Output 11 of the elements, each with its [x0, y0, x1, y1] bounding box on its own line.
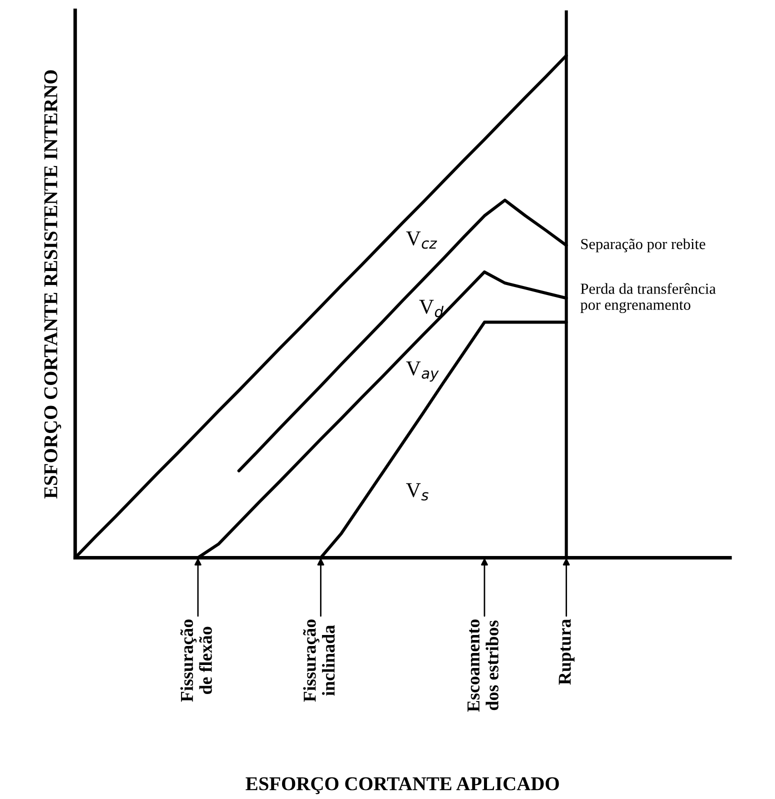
y-axis-title: ESFORÇO CORTANTE RESISTENTE INTERNO — [44, 70, 62, 498]
annotation: Separação por rebite — [581, 238, 706, 252]
x-tick-label: Fissuração de flexão — [180, 620, 212, 702]
x-axis-title: ESFORÇO CORTANTE APLICADO — [246, 777, 559, 794]
annotation: V$_{cz}$ — [406, 232, 438, 249]
annotation: Perda da transferência por engrenamento — [580, 283, 716, 314]
x-tick-label: Ruptura — [558, 619, 575, 685]
annotation: V$_{s}$ — [406, 483, 428, 501]
x-tick-label: Escoamento dos estribos — [468, 620, 498, 712]
x-tick-label: Fissuração inclinada — [303, 620, 335, 702]
annotation: V$_{ay}$ — [406, 362, 439, 382]
